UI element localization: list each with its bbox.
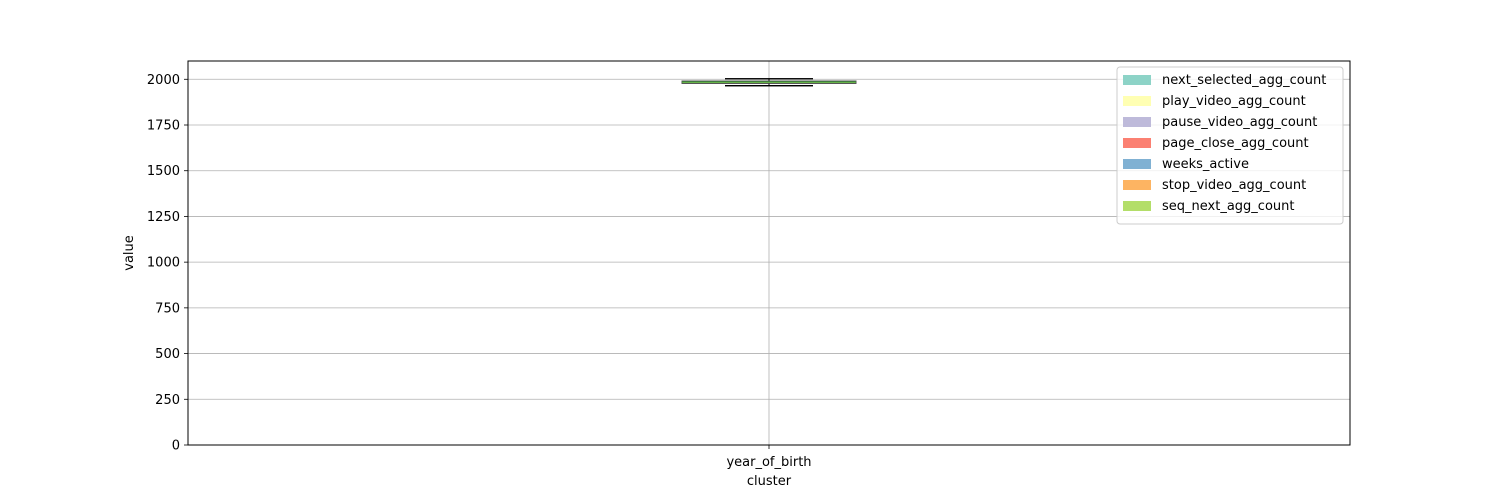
legend-label: seq_next_agg_count xyxy=(1162,199,1294,214)
legend-label: play_video_agg_count xyxy=(1162,94,1306,109)
y-tick-label: 2000 xyxy=(147,73,180,88)
x-tick-label: year_of_birth xyxy=(726,455,811,470)
x-axis-label: cluster xyxy=(747,474,792,489)
legend-label: stop_video_agg_count xyxy=(1162,178,1306,193)
box-seq-next-agg-count xyxy=(681,78,857,87)
legend-item: pause_video_agg_count xyxy=(1123,115,1317,130)
legend-label: page_close_agg_count xyxy=(1162,136,1309,151)
legend-item: page_close_agg_count xyxy=(1123,136,1309,151)
y-tick-label: 500 xyxy=(155,347,180,362)
legend-item: weeks_active xyxy=(1123,157,1249,172)
y-tick-label: 0 xyxy=(172,439,180,454)
y-tick-label: 1500 xyxy=(147,164,180,179)
legend-label: weeks_active xyxy=(1162,157,1249,172)
legend-item: next_selected_agg_count xyxy=(1123,73,1326,88)
legend-swatch xyxy=(1123,159,1151,169)
legend-swatch xyxy=(1123,201,1151,211)
box-layer xyxy=(681,78,857,87)
legend-item: play_video_agg_count xyxy=(1123,94,1306,109)
y-tick-label: 1250 xyxy=(147,210,180,225)
legend-label: next_selected_agg_count xyxy=(1162,73,1326,88)
legend-item: stop_video_agg_count xyxy=(1123,178,1306,193)
y-tick-label: 1750 xyxy=(147,119,180,134)
y-tick-label: 1000 xyxy=(147,256,180,271)
legend-label: pause_video_agg_count xyxy=(1162,115,1317,130)
legend-swatch xyxy=(1123,96,1151,106)
legend-swatch xyxy=(1123,75,1151,85)
y-axis-label: value xyxy=(122,235,137,271)
legend-swatch xyxy=(1123,117,1151,127)
y-axis-ticks: 0 250 500 750 1000 1250 1500 1750 2000 xyxy=(147,73,188,454)
y-tick-label: 750 xyxy=(155,301,180,316)
y-tick-label: 250 xyxy=(155,393,180,408)
legend-swatch xyxy=(1123,138,1151,148)
legend: next_selected_agg_count play_video_agg_co… xyxy=(1116,66,1344,225)
legend-frame xyxy=(1116,66,1344,225)
legend-item: seq_next_agg_count xyxy=(1123,199,1294,214)
x-axis-ticks: year_of_birth xyxy=(726,445,812,470)
legend-swatch xyxy=(1123,180,1151,190)
